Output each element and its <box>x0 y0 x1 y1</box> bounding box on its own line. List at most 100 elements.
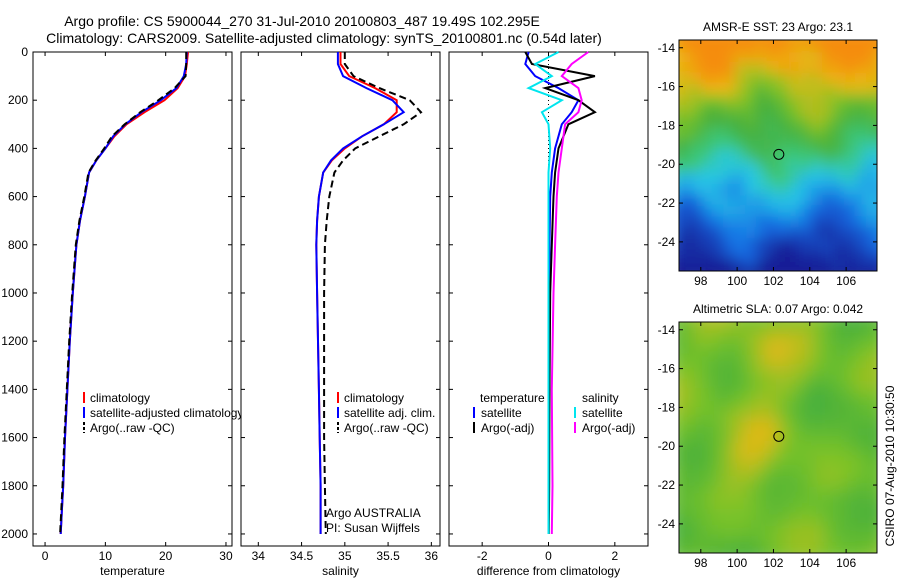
map-cell <box>789 194 801 206</box>
map-cell <box>690 498 702 510</box>
map-cell <box>778 238 790 250</box>
map-cell <box>866 183 877 195</box>
map-cell <box>756 117 768 129</box>
y-tick-label: 400 <box>8 141 28 155</box>
map-cell <box>866 476 877 488</box>
map-cell <box>855 194 867 206</box>
map-cell <box>811 542 823 553</box>
map-cell <box>734 139 746 151</box>
map-cell <box>734 249 746 261</box>
map-cell <box>701 128 713 140</box>
map-cell <box>690 520 702 532</box>
map-cell <box>811 498 823 510</box>
map-cell <box>811 216 823 228</box>
map-cell <box>679 355 691 367</box>
map-cell <box>833 465 845 477</box>
map-cell <box>756 260 768 271</box>
map-cell <box>833 498 845 510</box>
map-cell <box>723 128 735 140</box>
map-cell <box>822 205 834 217</box>
map-cell <box>679 432 691 444</box>
map-cell <box>756 487 768 499</box>
map-cell <box>679 465 680 477</box>
map-cell <box>767 106 779 118</box>
x-tick-label: 35.5 <box>376 549 400 563</box>
map-cell <box>712 194 724 206</box>
map-cell <box>866 421 877 433</box>
map-cell <box>701 106 713 118</box>
map-cell <box>679 344 691 356</box>
map-cell <box>866 161 877 173</box>
map-cell <box>789 183 801 195</box>
map-cell <box>701 73 713 85</box>
map-cell <box>723 95 735 107</box>
map-cell <box>789 73 801 85</box>
map-cell <box>844 432 856 444</box>
map-cell <box>855 51 867 63</box>
map-cell <box>855 443 867 455</box>
map-cell <box>745 322 757 334</box>
map-cell <box>679 139 691 151</box>
map-cell <box>723 333 735 345</box>
map-cell <box>811 509 823 521</box>
map-cell <box>712 355 724 367</box>
map-cell <box>701 465 713 477</box>
map-cell <box>866 249 877 261</box>
map-cell <box>778 542 790 553</box>
map-cell <box>756 344 768 356</box>
map-cell <box>866 520 877 532</box>
map-cell <box>745 333 757 345</box>
map-cell <box>811 194 823 206</box>
map-cell <box>723 432 735 444</box>
map-cell <box>877 311 889 323</box>
map-cell <box>712 399 724 411</box>
map-cell <box>767 249 779 261</box>
map-cell <box>756 172 768 184</box>
map-cell <box>723 150 735 162</box>
map-cell <box>866 139 877 151</box>
map-cell <box>679 106 680 118</box>
map-cell <box>833 432 845 444</box>
map-cell <box>723 73 735 85</box>
map-cell <box>800 51 812 63</box>
map-cell <box>822 432 834 444</box>
map-cell <box>679 194 691 206</box>
map-cell <box>811 139 823 151</box>
map-cell <box>767 333 779 345</box>
map-cell <box>789 227 801 239</box>
map-x-tick-label: 106 <box>836 274 856 288</box>
map-cell <box>822 95 834 107</box>
map-cell <box>701 355 713 367</box>
map-cell <box>745 260 757 271</box>
map-cell <box>679 161 691 173</box>
map-cell <box>833 344 845 356</box>
salinity-panel: 34 34.5 35 35.5 36 salinity climatologysatelli… <box>240 51 441 578</box>
map-cell <box>778 216 790 228</box>
map-cell <box>800 249 812 261</box>
map-cell <box>811 465 823 477</box>
x-axis-label: temperature <box>100 564 165 578</box>
map-cell <box>690 40 702 41</box>
map-cell <box>701 531 713 543</box>
map-cell <box>877 95 889 107</box>
map-cell <box>800 62 812 74</box>
map-cell <box>866 355 877 367</box>
x-tick-label: 36 <box>425 549 439 563</box>
map-cell <box>789 465 801 477</box>
map-cell <box>789 238 801 250</box>
map-cell <box>734 161 746 173</box>
map-cell <box>756 194 768 206</box>
map-cell <box>822 421 834 433</box>
map-cell <box>690 322 702 334</box>
map-cell <box>756 106 768 118</box>
map-cell <box>712 487 724 499</box>
sst-map-title: AMSR-E SST: 23 Argo: 23.1 <box>703 20 853 34</box>
map-cell <box>690 117 702 129</box>
map-cell <box>701 205 713 217</box>
map-cell <box>789 40 801 52</box>
map-cell <box>855 183 867 195</box>
map-cell <box>690 432 702 444</box>
map-cell <box>855 139 867 151</box>
map-cell <box>822 410 834 422</box>
map-cell <box>701 117 713 129</box>
